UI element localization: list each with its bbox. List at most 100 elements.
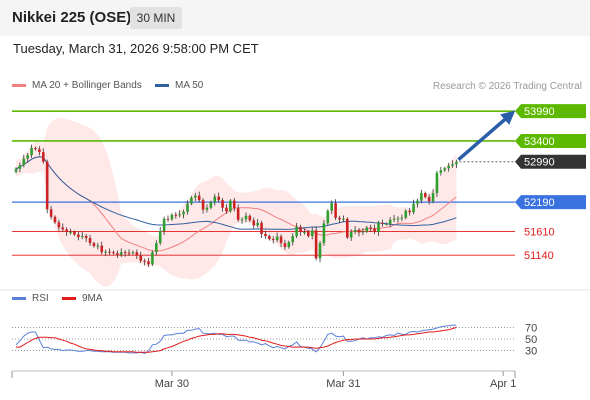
candle-body [427, 197, 431, 202]
candle-body [256, 222, 259, 226]
candle-body [22, 158, 26, 166]
candle-body [92, 243, 96, 247]
candle-body [213, 196, 217, 203]
candle-body [116, 253, 119, 255]
candle-body [392, 218, 396, 220]
candle-body [139, 255, 143, 261]
level-tags-layer: 53990 53400 52990 52190 51610 51140 [515, 104, 586, 262]
legend-rsi-label: RSI [32, 293, 49, 304]
candle-body [330, 203, 334, 211]
candle-body [221, 200, 224, 208]
candle-body [377, 222, 380, 232]
candle-body [283, 243, 287, 248]
candle-body [96, 245, 100, 247]
candle-body [260, 222, 263, 234]
candle-body [416, 200, 419, 204]
candle-body [420, 193, 423, 201]
candle-body [34, 148, 37, 150]
candle-body [197, 195, 201, 201]
candle-body [307, 231, 310, 237]
candle-body [236, 208, 240, 220]
candle-body [170, 214, 174, 220]
ma50-swatch [155, 84, 169, 87]
ma20-swatch [12, 84, 26, 87]
candle-body [57, 222, 61, 228]
candle-body [61, 227, 65, 230]
legend-9ma: 9MA [62, 293, 103, 304]
candle-body [299, 226, 302, 232]
level-label-51140: 51140 [524, 250, 554, 262]
candle-body [100, 245, 104, 253]
candle-body [271, 239, 275, 241]
level-label-51610: 51610 [524, 226, 555, 238]
forecast-arrow-layer [457, 110, 516, 162]
candle-body [303, 231, 306, 233]
candle-body [318, 243, 322, 259]
candle-body [162, 218, 166, 231]
candles-layer [14, 144, 458, 268]
candle-body [190, 197, 193, 204]
candle-body [193, 195, 197, 198]
candle-body [252, 220, 256, 226]
candle-body [119, 252, 123, 255]
candle-body [365, 227, 369, 232]
candle-body [53, 216, 57, 223]
candle-body [88, 238, 92, 244]
candle-body [229, 200, 232, 212]
candle-body [388, 219, 392, 224]
chart-header: Nikkei 225 (OSE) 30 MIN [0, 0, 590, 36]
forecast-arrow [457, 110, 516, 162]
level-tag-text-53400: 53400 [524, 136, 555, 148]
candle-body [166, 218, 170, 220]
candle-body [349, 231, 353, 238]
candle-body [14, 168, 18, 172]
candle-body [84, 236, 88, 239]
legend-9ma-label: 9MA [82, 293, 103, 304]
candle-body [182, 211, 185, 215]
candle-body [268, 236, 271, 240]
rsi-swatch [12, 297, 26, 300]
rsi-level-label-50: 50 [525, 334, 537, 346]
level-lines-layer [12, 110, 515, 256]
legend-ma50: MA 50 [155, 80, 203, 91]
candle-body [209, 202, 213, 208]
level-tag-52990 [515, 154, 586, 169]
rsi-level-label-30: 30 [525, 346, 537, 358]
candle-body [158, 230, 162, 244]
candle-body [73, 231, 76, 235]
candle-body [127, 252, 131, 254]
candle-body [77, 234, 80, 238]
candle-body [447, 165, 450, 169]
candle-body [443, 168, 447, 171]
legend-ma50-label: MA 50 [175, 80, 204, 91]
level-tag-text-52190: 52190 [524, 197, 555, 209]
candle-body [408, 210, 411, 213]
rsi-9ma-line [16, 326, 457, 353]
legend-ma20: MA 20 + Bollinger Bands [12, 80, 142, 91]
candle-body [431, 193, 435, 202]
candle-body [205, 207, 209, 210]
candle-body [369, 227, 372, 229]
candle-body [18, 165, 22, 169]
candle-body [108, 251, 111, 253]
candle-body [451, 164, 454, 166]
candle-body [439, 170, 443, 173]
candle-body [131, 252, 135, 254]
candle-body [264, 233, 267, 237]
candle-body [65, 229, 68, 232]
candle-body [345, 218, 349, 238]
timeframe-button[interactable]: 30 MIN [130, 7, 182, 29]
candle-body [45, 161, 49, 210]
candle-body [279, 236, 283, 244]
candle-body [326, 210, 330, 224]
candle-body [178, 214, 182, 216]
candle-body [49, 209, 53, 217]
candle-body [41, 152, 45, 162]
candle-body [80, 236, 84, 238]
candle-body [361, 231, 365, 233]
level-tag-53990 [515, 104, 586, 119]
candle-body [123, 252, 127, 254]
legend-ma20-label: MA 20 + Bollinger Bands [32, 80, 142, 91]
candle-body [147, 261, 150, 265]
